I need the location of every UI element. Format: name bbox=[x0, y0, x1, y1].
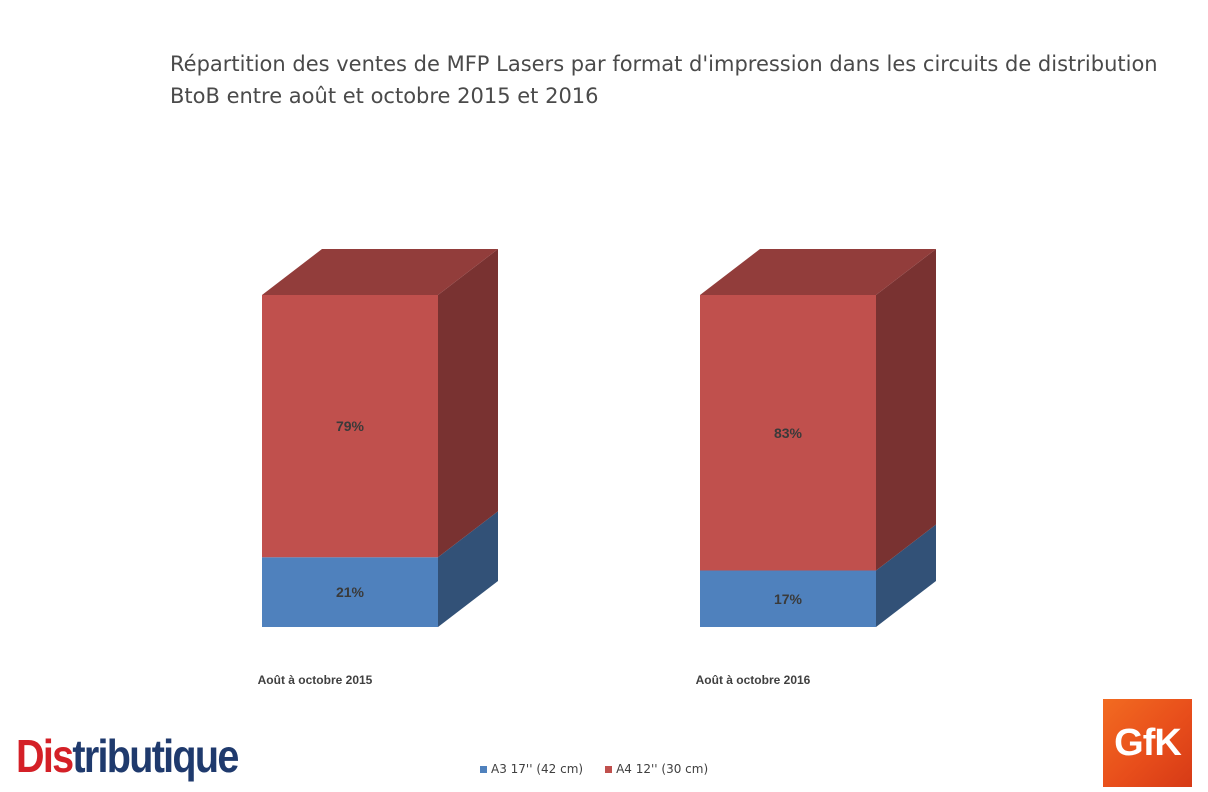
bar-2-seg-2-side bbox=[876, 249, 936, 571]
gfk-logo: GfK bbox=[1103, 699, 1192, 787]
bar-1-seg-2-front bbox=[262, 295, 438, 558]
data-label-1-2: 79% bbox=[336, 418, 365, 434]
bar-1-seg-2-top bbox=[262, 249, 498, 295]
data-label-2-1: 17% bbox=[774, 591, 803, 607]
legend-swatch-a4 bbox=[605, 765, 613, 773]
legend-swatch-a3 bbox=[480, 765, 487, 773]
bar-1-seg-1-front bbox=[262, 557, 438, 627]
chart-title: Répartition des ventes de MFP Lasers par… bbox=[170, 52, 1158, 108]
bar-2-seg-1-side bbox=[876, 524, 936, 627]
gfk-logo-text: GfK bbox=[1114, 721, 1182, 764]
category-label-1: Août à octobre 2015 bbox=[258, 673, 373, 687]
legend-item-a3: A3 17'' (42 cm) bbox=[480, 762, 583, 776]
bar-1-seg-1-side bbox=[438, 511, 498, 627]
logo-main-text: tributique bbox=[72, 730, 239, 782]
data-label-2-2: 83% bbox=[774, 425, 803, 441]
bar-2-seg-1-front bbox=[700, 570, 876, 627]
legend-item-a4: A4 12'' (30 cm) bbox=[605, 762, 708, 776]
category-label-2: Août à octobre 2016 bbox=[696, 673, 811, 687]
data-label-1-1: 21% bbox=[336, 584, 365, 600]
chart-legend: A3 17'' (42 cm) A4 12'' (30 cm) bbox=[480, 760, 708, 778]
logo-accent-text: Dis bbox=[16, 730, 74, 782]
bar-2-seg-2-top bbox=[700, 249, 936, 295]
bar-1-seg-2-side bbox=[438, 249, 498, 558]
bar-2-seg-2-front bbox=[700, 295, 876, 571]
legend-label-a4: A4 12'' (30 cm) bbox=[616, 762, 709, 776]
distributique-logo: Distributique bbox=[16, 730, 239, 782]
legend-label-a3: A3 17'' (42 cm) bbox=[491, 762, 584, 776]
